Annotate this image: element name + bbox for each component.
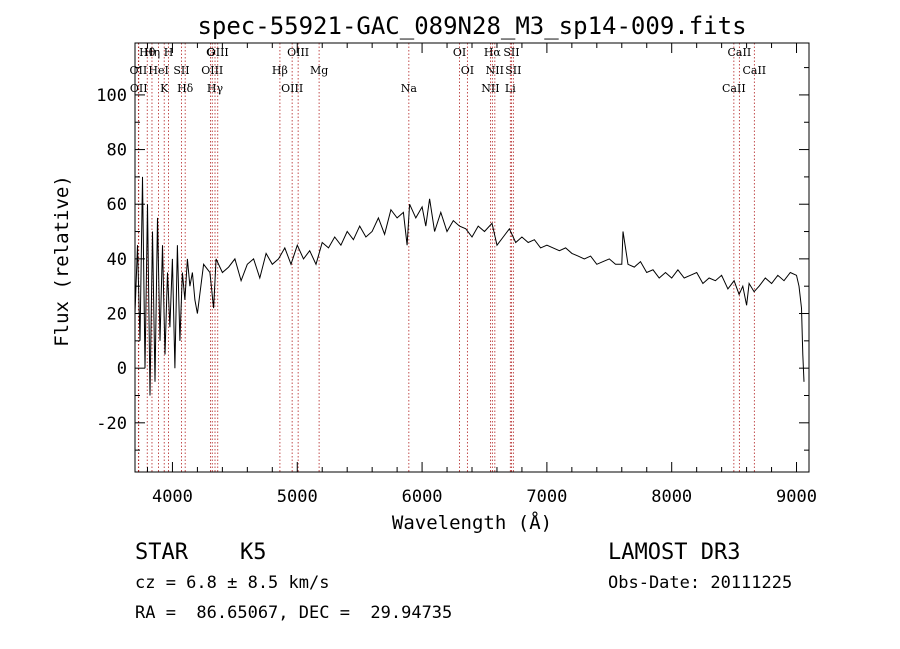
x-tick-label: 8000 xyxy=(651,487,692,507)
spectrum-chart: spec-55921-GAC_089N28_M3_sp14-009.fits H… xyxy=(51,12,817,534)
line-marker-label: CaII xyxy=(722,82,746,95)
object-subclass: K5 xyxy=(240,540,267,565)
y-axis-label: Flux (relative) xyxy=(51,175,73,347)
line-marker-label: HeI xyxy=(148,64,168,77)
x-tick-label: 7000 xyxy=(526,487,567,507)
x-tick-label: 5000 xyxy=(277,487,318,507)
line-marker-label: OII xyxy=(130,64,148,77)
object-class: STAR xyxy=(135,540,188,565)
line-marker-label: Hθ xyxy=(139,46,156,59)
line-marker-label: Na xyxy=(401,82,418,95)
line-marker-label: CaII xyxy=(742,64,766,77)
line-marker-label: OIII xyxy=(287,46,309,59)
line-marker-label: NII xyxy=(481,82,499,95)
y-tick-label: 60 xyxy=(107,195,127,215)
y-tick-label: 80 xyxy=(107,141,127,161)
line-marker-label: Mg xyxy=(310,64,328,77)
x-tick-label: 4000 xyxy=(152,487,193,507)
line-marker-label: NII xyxy=(486,64,504,77)
line-marker-label: K xyxy=(160,82,169,95)
x-tick-label: 6000 xyxy=(402,487,443,507)
observation-date: Obs-Date: 20111225 xyxy=(608,573,793,593)
y-tick-label: 40 xyxy=(107,250,127,270)
line-marker-label: Li xyxy=(505,82,516,95)
line-marker-label: Hβ xyxy=(272,64,288,77)
line-marker-label: SII xyxy=(503,46,519,59)
line-marker-label: OI xyxy=(453,46,466,59)
line-marker-label: Hγ xyxy=(207,82,224,95)
survey-name: LAMOST DR3 xyxy=(608,540,741,565)
line-marker-label: CaII xyxy=(728,46,752,59)
x-axis-label: Wavelength (Å) xyxy=(392,511,552,534)
y-tick-label: 100 xyxy=(96,86,127,106)
line-marker-label: OIII xyxy=(201,64,223,77)
line-marker-label: OIII xyxy=(207,46,229,59)
x-tick-label: 9000 xyxy=(776,487,817,507)
line-marker-label: OI xyxy=(461,64,474,77)
line-marker-labels: HθOIIOIIHηHeIKHSIIHδGOIIIHγOIIIHβOIIIOII… xyxy=(130,46,767,95)
spectrum-series-line xyxy=(134,176,805,396)
line-marker-label: OIII xyxy=(281,82,303,95)
line-marker-label: Hα xyxy=(484,46,502,59)
redshift-value: cz = 6.8 ± 8.5 km/s xyxy=(135,573,330,593)
y-axis-ticks: -20 0 20 40 60 80 100 xyxy=(96,67,809,451)
y-tick-label: 20 xyxy=(107,305,127,325)
line-marker-label: G xyxy=(206,46,215,59)
line-marker-label: SII xyxy=(173,64,189,77)
y-tick-label: 0 xyxy=(117,359,127,379)
plot-frame xyxy=(134,42,810,473)
y-tick-label: -20 xyxy=(96,414,127,434)
line-marker-label: OII xyxy=(130,82,148,95)
chart-title: spec-55921-GAC_089N28_M3_sp14-009.fits xyxy=(197,12,746,40)
line-marker-label: H xyxy=(164,46,174,59)
sky-coordinates: RA = 86.65067, DEC = 29.94735 xyxy=(135,603,453,623)
line-marker-label: Hη xyxy=(144,46,160,59)
x-axis-ticks: 4000 5000 6000 7000 8000 9000 xyxy=(146,43,817,507)
line-marker-label: SII xyxy=(505,64,521,77)
line-markers xyxy=(137,43,755,472)
line-marker-label: Hδ xyxy=(177,82,194,95)
